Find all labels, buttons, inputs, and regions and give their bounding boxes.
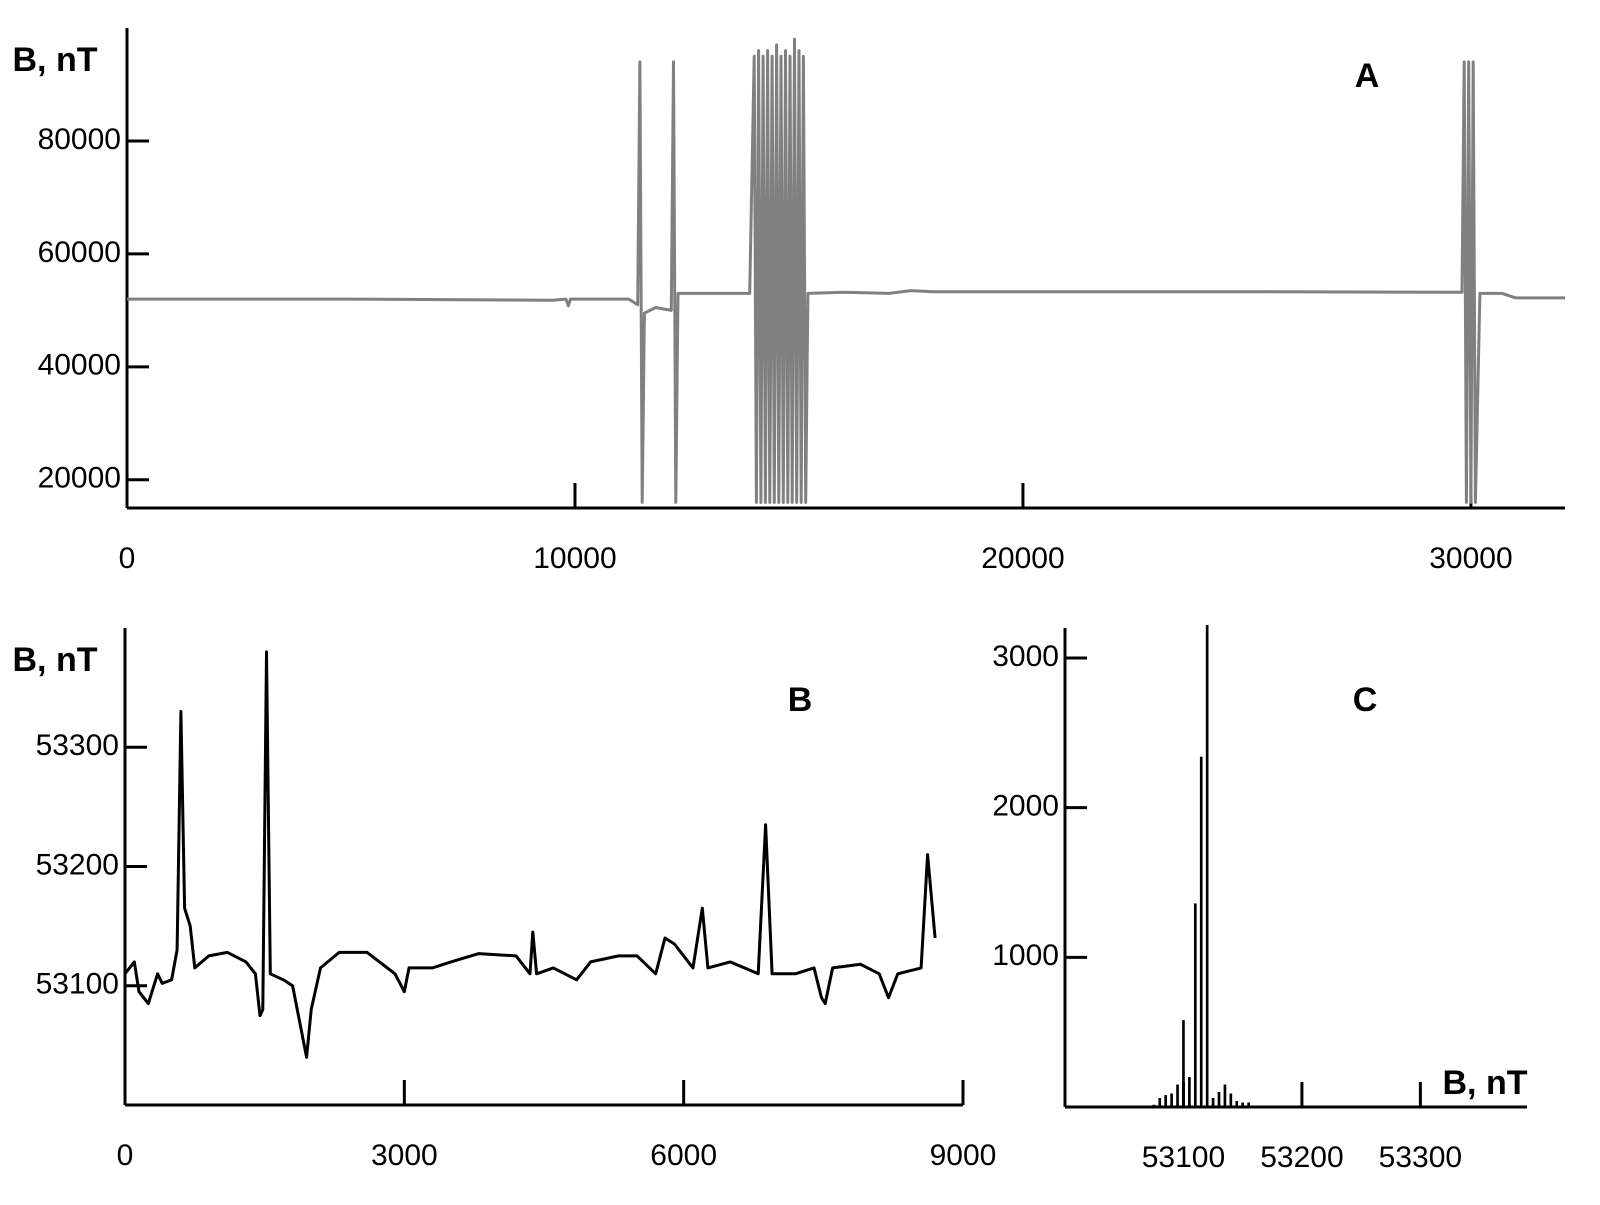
panel-label: B	[788, 681, 813, 719]
hist-bar	[1152, 1104, 1156, 1107]
y-tick-label: 1000	[992, 939, 1059, 972]
panel-label: C	[1353, 681, 1378, 719]
hist-bar	[1241, 1102, 1245, 1107]
y-axis-label: B, nT	[13, 41, 98, 79]
x-tick-label: 53200	[1260, 1141, 1343, 1174]
x-tick-label: 3000	[371, 1139, 438, 1172]
hist-bar	[1253, 1105, 1256, 1107]
hist-bar	[1247, 1102, 1250, 1107]
y-tick-label: 53200	[36, 848, 119, 881]
hist-bar	[1164, 1095, 1168, 1107]
y-tick-label: 40000	[38, 349, 121, 382]
x-tick-label: 53100	[1142, 1141, 1225, 1174]
hist-bar	[1211, 1098, 1215, 1107]
hist-bar	[1158, 1098, 1162, 1107]
x-tick-label: 0	[119, 542, 136, 575]
y-tick-label: 3000	[992, 640, 1059, 673]
hist-bar	[1199, 756, 1203, 1107]
hist-bar	[1205, 625, 1209, 1107]
x-axis-label: B, nT	[1443, 1064, 1528, 1102]
hist-bar	[1259, 1106, 1262, 1107]
data-line	[127, 37, 1565, 504]
y-axis-label: B, nT	[13, 641, 98, 679]
panel-label: A	[1355, 57, 1380, 95]
hist-bar	[1217, 1092, 1221, 1107]
hist-bar	[1170, 1093, 1173, 1107]
x-tick-label: 6000	[650, 1139, 717, 1172]
hist-bar	[1193, 903, 1197, 1107]
x-tick-label: 10000	[533, 542, 616, 575]
y-tick-label: 20000	[38, 462, 121, 495]
x-tick-label: 20000	[981, 542, 1064, 575]
y-tick-label: 53100	[36, 968, 119, 1001]
hist-bar	[1229, 1093, 1233, 1107]
y-tick-label: 80000	[38, 123, 121, 156]
x-tick-label: 9000	[930, 1139, 997, 1172]
hist-bar	[1235, 1101, 1239, 1107]
x-tick-label: 0	[117, 1139, 134, 1172]
x-tick-label: 30000	[1429, 542, 1512, 575]
hist-bar	[1182, 1020, 1185, 1107]
data-line	[123, 650, 937, 1059]
y-tick-label: 60000	[38, 236, 121, 269]
y-tick-label: 2000	[992, 790, 1059, 823]
hist-bar	[1188, 1077, 1191, 1107]
x-tick-label: 53300	[1379, 1141, 1462, 1174]
hist-bar	[1223, 1084, 1227, 1107]
y-tick-label: 53300	[36, 729, 119, 762]
hist-bar	[1176, 1084, 1179, 1107]
